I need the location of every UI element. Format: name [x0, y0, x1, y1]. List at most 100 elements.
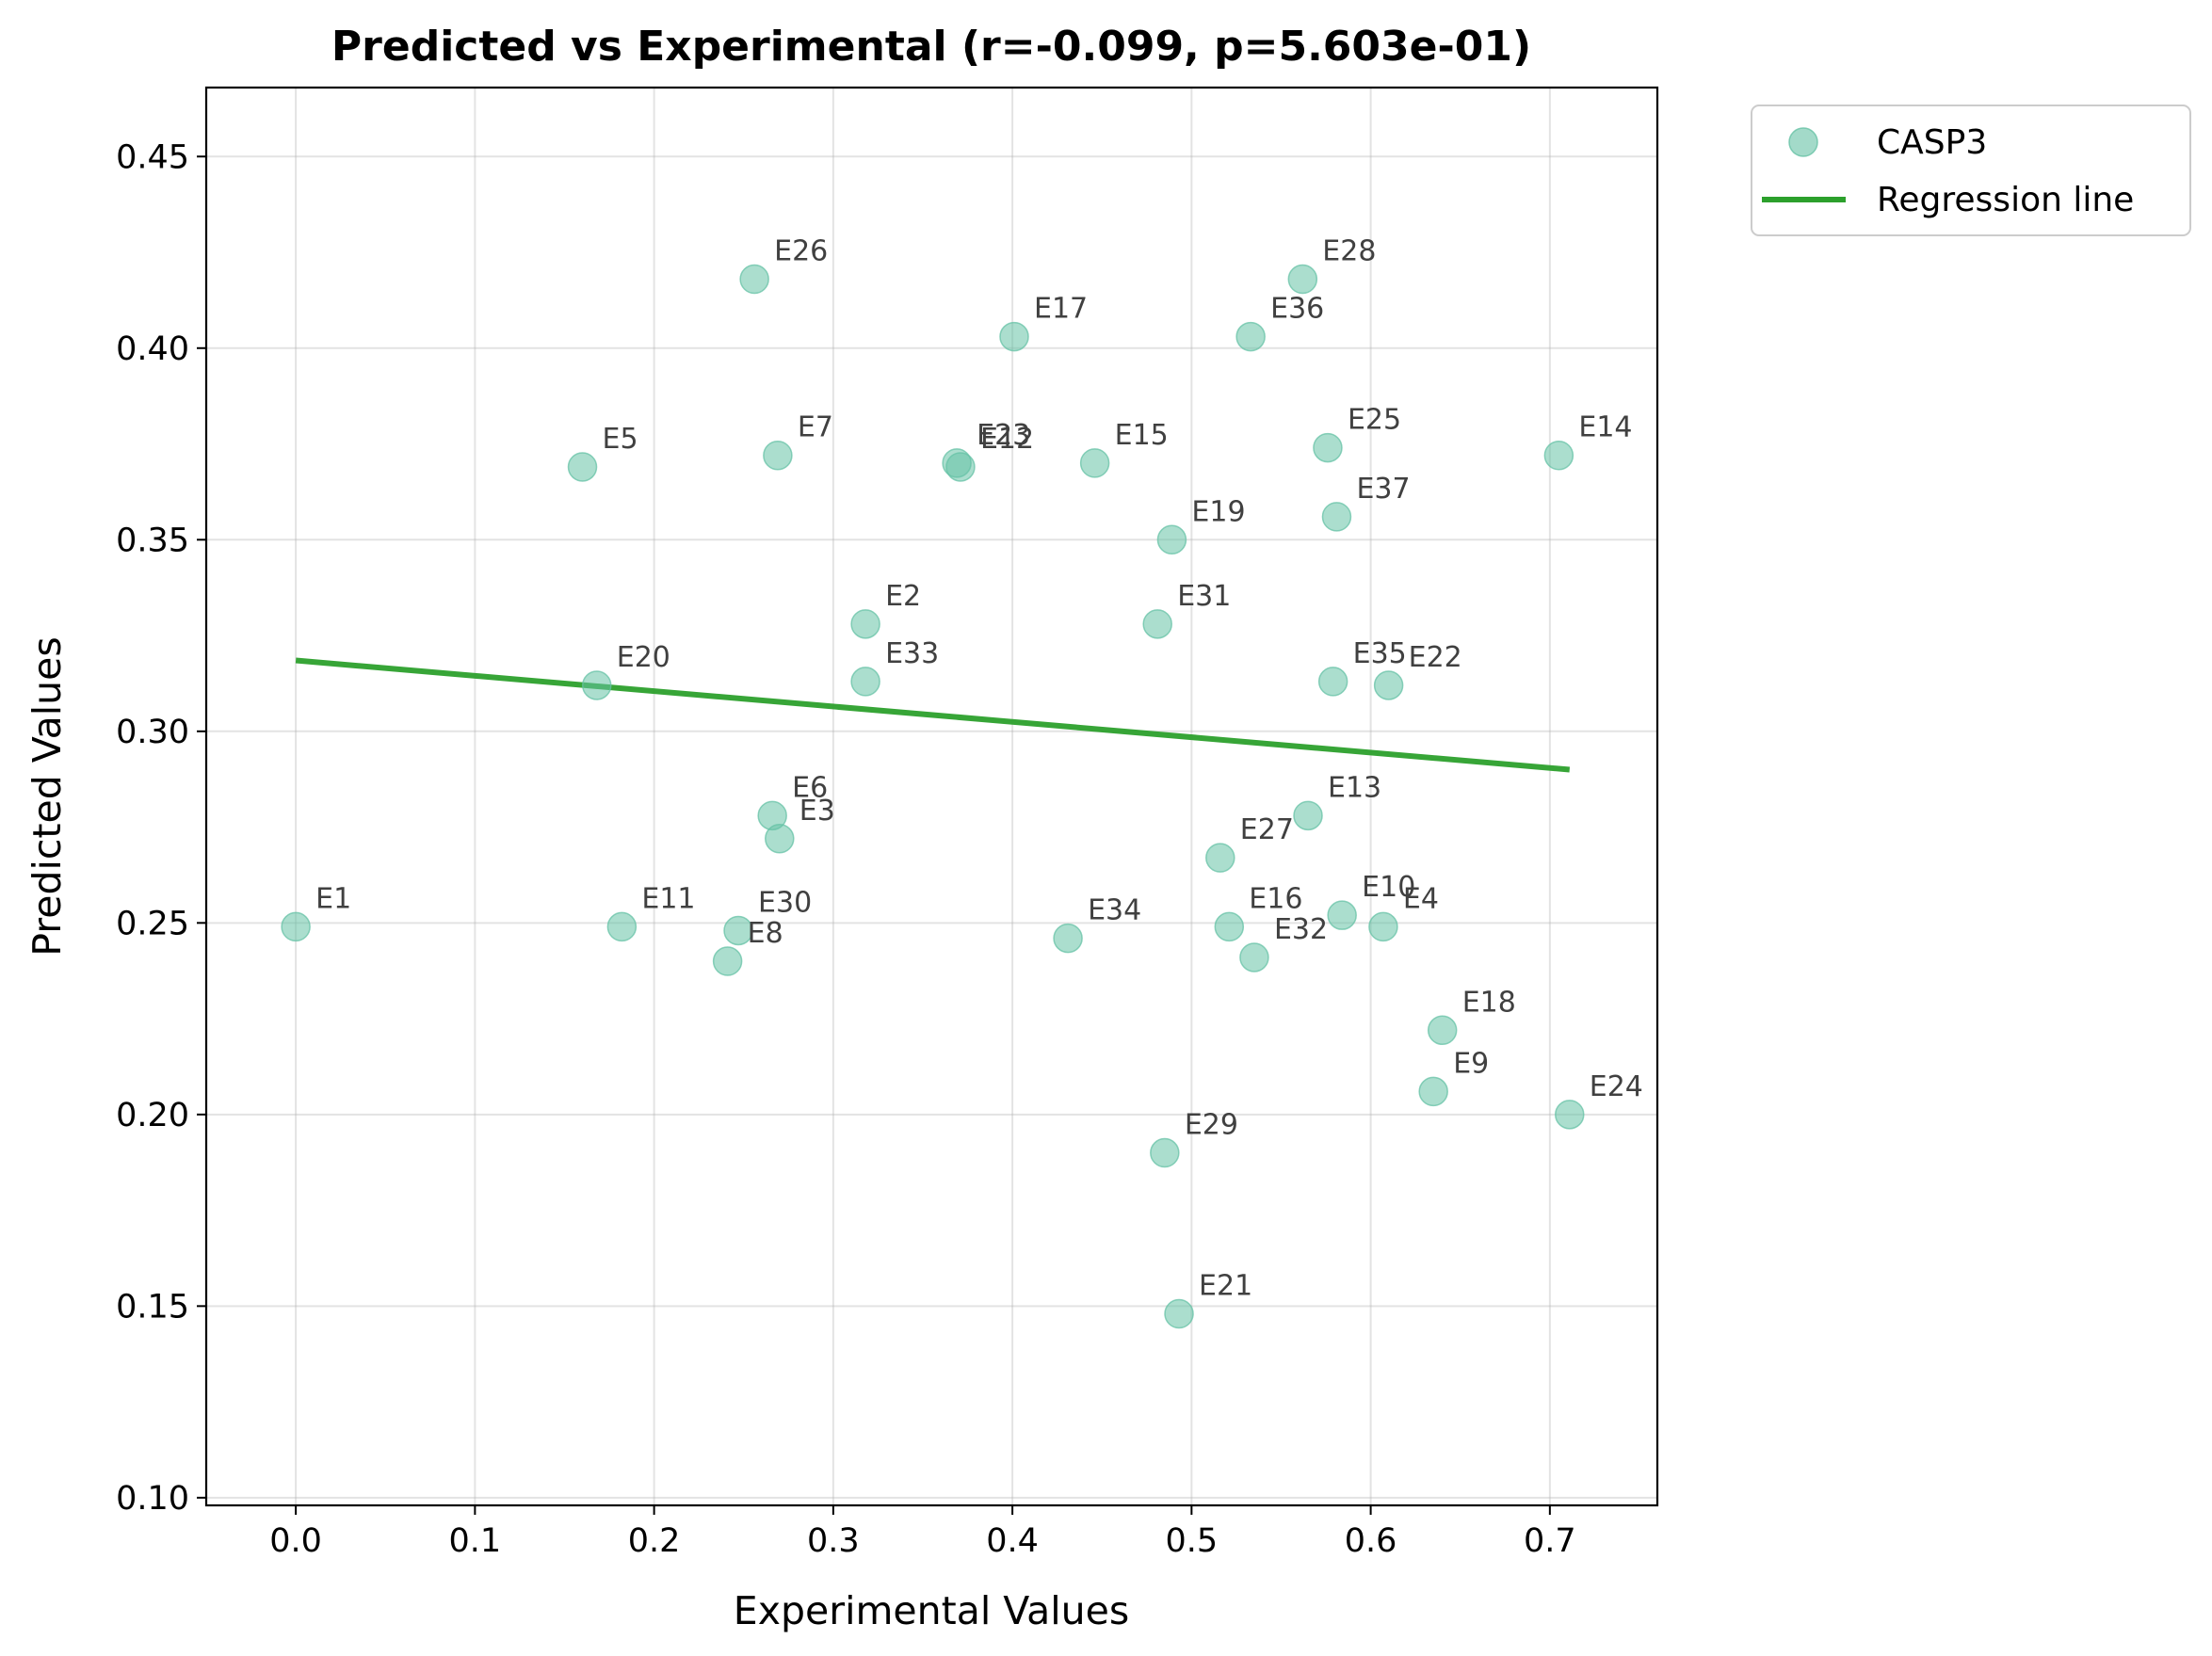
point-label: E27 [1240, 813, 1294, 846]
data-point [1418, 1076, 1448, 1107]
point-label: E8 [748, 917, 783, 950]
point-label: E1 [315, 882, 351, 915]
point-labels-layer: E1E2E3E4E5E6E7E8E9E10E11E12E13E14E15E16E… [315, 235, 1643, 1303]
point-label: E23 [977, 419, 1030, 452]
y-tick-label: 0.30 [116, 714, 189, 751]
points-layer [281, 264, 1585, 1329]
data-point [723, 915, 753, 946]
point-label: E6 [792, 771, 828, 804]
point-label: E29 [1185, 1109, 1238, 1142]
point-label: E21 [1199, 1269, 1252, 1302]
x-tick-label: 0.0 [269, 1522, 322, 1560]
regression-layer [295, 657, 1571, 773]
y-tick-label: 0.10 [116, 1480, 189, 1518]
legend-marker-casp3 [1788, 127, 1818, 157]
x-tick-label: 0.7 [1524, 1522, 1576, 1560]
data-point [712, 946, 743, 976]
data-point [763, 440, 793, 471]
y-tick-label: 0.40 [116, 330, 189, 368]
x-tick-label: 0.5 [1166, 1522, 1219, 1560]
point-label: E5 [603, 423, 638, 456]
chart-title: Predicted vs Experimental (r=-0.099, p=5… [331, 23, 1531, 71]
point-label: E34 [1088, 894, 1141, 927]
data-point [1079, 448, 1110, 478]
x-axis-label: Experimental Values [734, 1588, 1129, 1633]
legend-label-casp3: CASP3 [1877, 123, 1987, 162]
point-label: E2 [885, 580, 921, 613]
point-label: E35 [1353, 637, 1407, 670]
point-label: E25 [1348, 404, 1401, 437]
point-label: E19 [1191, 495, 1245, 528]
data-point [1205, 843, 1235, 873]
data-point [1164, 1298, 1194, 1329]
point-label: E12 [980, 423, 1034, 456]
regression-line [295, 657, 1571, 773]
grid [206, 88, 1657, 1505]
data-point [1368, 911, 1398, 942]
data-point [1150, 1137, 1180, 1168]
data-point [942, 448, 972, 478]
legend: CASP3 Regression line [1751, 105, 2191, 236]
point-label: E15 [1115, 419, 1169, 452]
point-label: E10 [1362, 871, 1415, 904]
data-point [1142, 609, 1172, 639]
data-point [1235, 321, 1266, 352]
point-label: E4 [1403, 882, 1439, 915]
data-point [1327, 900, 1357, 930]
data-point [999, 321, 1029, 352]
y-axis-ticks: 0.10 0.15 0.20 0.25 0.30 0.35 0.40 0.45 [116, 138, 206, 1518]
y-tick-label: 0.20 [116, 1097, 189, 1134]
data-point [281, 911, 311, 942]
y-tick-label: 0.45 [116, 138, 189, 176]
point-label: E28 [1322, 235, 1376, 268]
point-label: E22 [1409, 641, 1462, 674]
data-point [1555, 1100, 1585, 1130]
data-point [1427, 1015, 1458, 1046]
point-label: E32 [1274, 913, 1328, 946]
data-point [567, 452, 598, 482]
data-point [1214, 911, 1245, 942]
data-point [606, 911, 638, 942]
data-point [1321, 502, 1352, 532]
data-point [1317, 667, 1348, 697]
data-point [1313, 432, 1343, 463]
data-point [581, 670, 612, 700]
x-tick-label: 0.3 [807, 1522, 860, 1560]
point-label: E18 [1462, 986, 1516, 1019]
y-tick-label: 0.25 [116, 905, 189, 942]
point-label: E31 [1177, 580, 1231, 613]
point-label: E24 [1590, 1070, 1643, 1103]
point-label: E7 [798, 411, 833, 444]
data-point [850, 609, 880, 639]
plot-frame [204, 86, 1659, 1507]
data-point [1543, 440, 1574, 471]
x-tick-label: 0.2 [628, 1522, 681, 1560]
point-label: E3 [799, 795, 835, 828]
point-label: E37 [1356, 473, 1410, 506]
data-point [1293, 800, 1323, 831]
data-point [1239, 942, 1269, 973]
data-point [739, 264, 769, 295]
point-label: E11 [641, 882, 695, 915]
point-label: E20 [617, 641, 670, 674]
y-tick-label: 0.35 [116, 522, 189, 559]
point-label: E13 [1328, 771, 1381, 804]
point-label: E9 [1453, 1047, 1489, 1080]
x-axis-ticks: 0.0 0.1 0.2 0.3 0.4 0.5 0.6 0.7 [269, 1505, 1576, 1560]
legend-label-regression: Regression line [1877, 181, 2134, 219]
data-point [1053, 923, 1083, 954]
point-label: E33 [885, 637, 939, 670]
x-tick-label: 0.1 [449, 1522, 502, 1560]
point-label: E26 [774, 235, 828, 268]
point-label: E30 [758, 886, 812, 919]
data-point [1373, 670, 1404, 700]
point-label: E16 [1249, 882, 1302, 915]
data-point [1287, 264, 1318, 295]
x-tick-label: 0.6 [1345, 1522, 1397, 1560]
y-tick-label: 0.15 [116, 1288, 189, 1326]
data-point [1156, 524, 1187, 555]
data-point [850, 667, 880, 697]
point-label: E14 [1578, 411, 1632, 444]
